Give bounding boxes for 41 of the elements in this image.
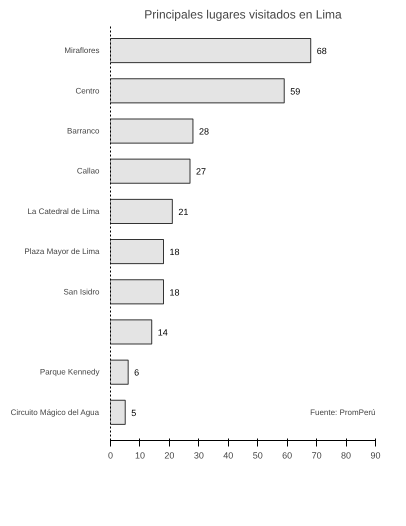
data-label: 14 xyxy=(158,327,168,338)
x-tick-label: 30 xyxy=(194,450,204,460)
annotation: Fuente: PromPerú xyxy=(310,408,376,417)
data-label: 18 xyxy=(170,287,180,298)
bar xyxy=(110,400,126,425)
data-label: 5 xyxy=(131,408,136,418)
bar xyxy=(110,319,152,345)
bar xyxy=(110,118,194,144)
data-label: 28 xyxy=(198,126,209,137)
y-tick-label: La Catedral de Lima xyxy=(27,206,100,216)
y-tick-label: Miraflores xyxy=(64,46,100,56)
bar xyxy=(110,198,173,224)
bar xyxy=(110,239,164,264)
y-tick-label: Barranco xyxy=(67,126,100,136)
x-tick-label: 20 xyxy=(164,450,174,460)
y-tick-label: Plaza Mayor de Lima xyxy=(24,247,100,256)
y-tick-label: Parque Kennedy xyxy=(40,368,100,377)
data-label: 27 xyxy=(196,166,206,177)
bar xyxy=(110,360,129,385)
bar xyxy=(110,279,164,304)
bar xyxy=(110,38,312,64)
data-label: 18 xyxy=(170,247,180,258)
x-tick-label: 40 xyxy=(223,450,234,460)
y-tick-label: Circuito Mágico del Agua xyxy=(10,408,100,417)
x-tick-label: 50 xyxy=(252,450,263,460)
bar xyxy=(110,78,285,104)
y-tick-label: Callao xyxy=(76,166,100,176)
bar xyxy=(110,158,190,184)
x-tick-label: 0 xyxy=(108,450,114,460)
x-tick-label: 80 xyxy=(341,450,352,460)
data-label: 21 xyxy=(178,206,188,217)
data-label: 68 xyxy=(316,46,327,56)
x-tick-label: 10 xyxy=(134,450,145,460)
x-tick-label: 60 xyxy=(282,450,292,460)
x-tick-label: 70 xyxy=(312,450,322,460)
y-tick-label: Centro xyxy=(75,86,100,96)
y-tick-label: San Isidro xyxy=(63,287,100,296)
chart-title: Principales lugares visitados en Lima xyxy=(144,8,342,22)
data-label: 6 xyxy=(134,368,140,378)
x-tick-label: 90 xyxy=(370,450,381,460)
data-label: 59 xyxy=(290,86,300,96)
